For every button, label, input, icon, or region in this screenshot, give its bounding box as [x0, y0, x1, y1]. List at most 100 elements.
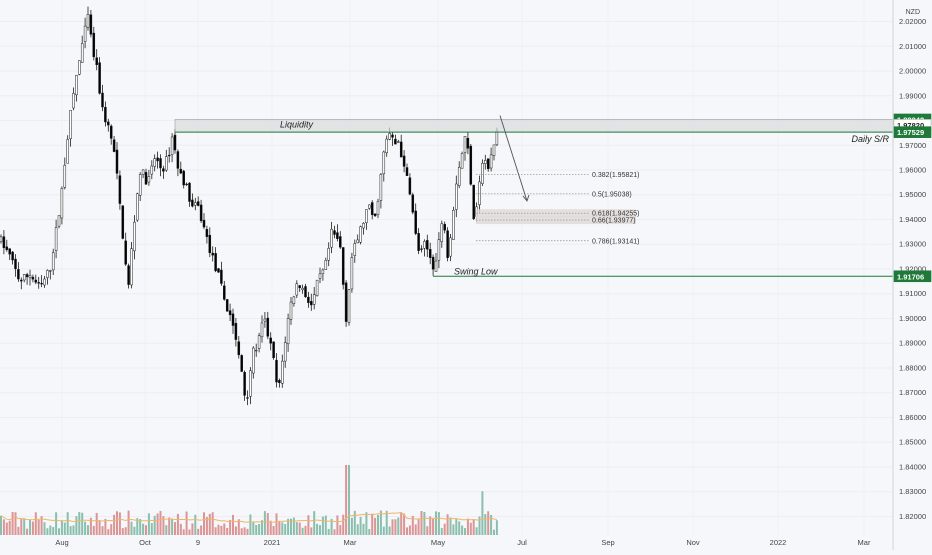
volume-bar: [458, 521, 461, 535]
volume-bar: [211, 512, 214, 535]
candle-body: [136, 193, 139, 221]
candle-body: [382, 151, 386, 175]
volume-bar: [121, 528, 124, 535]
candle-body: [327, 247, 330, 261]
volume-bar: [246, 528, 249, 535]
volume-bar: [237, 519, 240, 535]
candle-body: [301, 287, 304, 291]
candle-body: [330, 228, 333, 248]
volume-bar: [377, 514, 379, 535]
candle-body: [370, 202, 374, 216]
candle: [408, 173, 412, 196]
candle-body: [86, 14, 90, 28]
volume-bar: [353, 510, 356, 535]
candle: [370, 200, 374, 220]
volume-bar: [301, 527, 304, 535]
y-tick-label: 1.86000: [899, 413, 926, 422]
candle-body: [51, 252, 55, 271]
volume-bar: [313, 511, 316, 535]
candle-body: [98, 62, 101, 94]
candle: [243, 370, 246, 401]
volume-bar: [214, 527, 217, 535]
volume-bar: [98, 520, 101, 535]
volume-bar: [365, 512, 368, 535]
fib-zone: [476, 209, 636, 218]
volume-bar: [490, 514, 493, 535]
candle-body: [350, 257, 354, 290]
volume-bar: [81, 512, 84, 535]
volume-bar: [8, 520, 11, 535]
y-tick-label: 1.90000: [899, 314, 926, 323]
volume-bar: [272, 525, 275, 535]
candle: [466, 132, 470, 155]
candle-body: [243, 371, 246, 396]
candle-body: [20, 279, 23, 282]
candle-body: [431, 256, 435, 270]
volume-bar: [142, 523, 145, 535]
candle: [28, 269, 32, 286]
candle: [455, 175, 458, 218]
candle-body: [423, 241, 426, 249]
candle: [315, 279, 319, 297]
candle-body: [260, 322, 264, 338]
candle-body: [365, 209, 368, 223]
volume-bar: [397, 517, 400, 535]
volume-bar: [319, 525, 321, 535]
volume-bar: [66, 512, 69, 535]
candle-body: [130, 248, 133, 286]
candle-body: [133, 221, 136, 252]
candle: [165, 149, 168, 172]
candle: [43, 275, 46, 288]
chart-annotations[interactable]: Liquidity Daily S/R Swing Low 0.382(1.95821…: [174, 115, 894, 277]
volume-bar: [168, 517, 171, 535]
candle: [191, 193, 194, 208]
volume-bar: [104, 518, 107, 535]
volume-bar: [55, 512, 58, 535]
volume-bar: [429, 516, 432, 535]
candle-body: [397, 141, 400, 143]
candle: [60, 186, 64, 225]
candle-body: [225, 299, 229, 312]
volume-bar: [391, 519, 394, 535]
volume-bar: [472, 519, 475, 535]
volume-bar: [234, 526, 237, 535]
volume-bar: [423, 511, 426, 535]
volume-bar: [356, 524, 359, 535]
volume-bar: [464, 528, 466, 535]
candle: [170, 133, 174, 163]
candle: [214, 247, 217, 273]
candle: [57, 215, 61, 229]
candle: [376, 198, 380, 219]
candle: [368, 204, 371, 210]
candle: [260, 315, 264, 343]
candle-body: [0, 236, 3, 243]
candle-body: [83, 25, 87, 42]
candle-body: [31, 276, 35, 280]
candle: [228, 303, 232, 322]
candle-body: [228, 310, 232, 316]
candle: [78, 60, 81, 76]
volume-bar: [426, 526, 429, 535]
price-axis[interactable]: 1.82000 1.83000 1.84000 1.85000 1.86000 1.870…: [892, 0, 932, 550]
swing-low-label: Swing Low: [454, 266, 498, 276]
candle: [127, 263, 130, 289]
volume-bar: [403, 513, 406, 535]
candle: [112, 136, 116, 153]
volume-bar: [420, 511, 423, 535]
candle-body: [109, 125, 113, 139]
volume-bar: [461, 525, 464, 535]
candle: [37, 276, 40, 289]
candle: [40, 275, 43, 288]
candle-body: [257, 335, 261, 349]
candle: [254, 343, 258, 357]
candle: [20, 277, 23, 290]
candle: [463, 136, 467, 161]
candle-body: [449, 237, 452, 257]
candle-body: [75, 75, 78, 96]
volume-bar: [406, 527, 408, 535]
volume-bar: [208, 513, 211, 535]
candle-body: [281, 360, 284, 384]
candle-body: [391, 134, 394, 138]
time-axis[interactable]: Aug Oct 9 2021 Mar May Jul Sep Nov 2022 Mar: [55, 538, 871, 547]
